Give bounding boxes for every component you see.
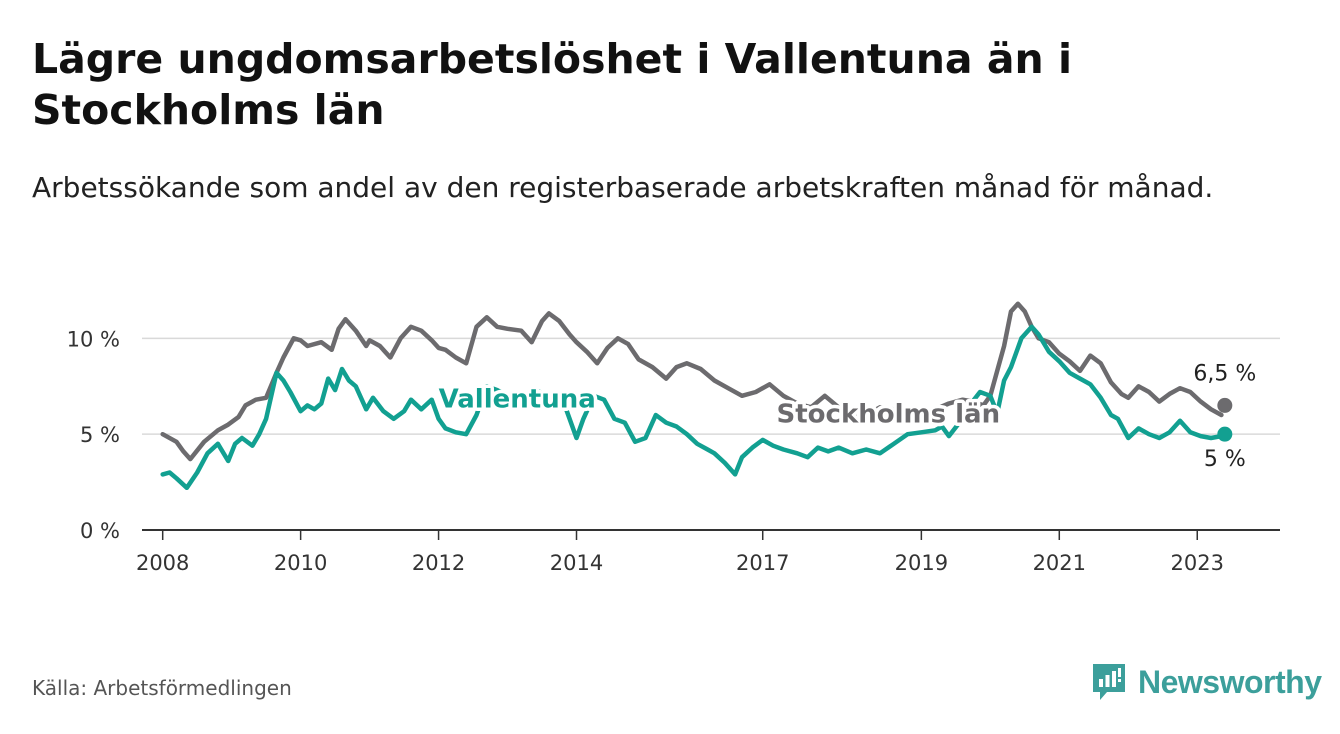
newsworthy-logo-icon (1093, 664, 1125, 700)
series-line-vallentuna (160, 324, 1224, 491)
x-tick-label: 2019 (895, 551, 948, 575)
label-layer: Stockholms län Vallentuna 6,5 % 5 % (435, 359, 1259, 474)
x-tick-label: 2014 (550, 551, 603, 575)
x-tick-label: 2012 (412, 551, 465, 575)
y-tick-label: 5 % (80, 423, 120, 447)
y-tick-label: 0 % (80, 519, 120, 543)
x-tick-label: 2010 (274, 551, 327, 575)
brand-name: Newsworthy (1138, 663, 1322, 700)
end-point-vallentuna (1217, 426, 1233, 442)
line-chart: 0 % 5 % 10 % 2008 2010 2012 2014 2017 2019 2021 20… (67, 301, 1280, 575)
y-tick-label: 10 % (67, 327, 120, 351)
x-tick-label: 2021 (1033, 551, 1086, 575)
chart-subtitle: Arbetssökande som andel av den registerb… (32, 171, 1214, 204)
brand-logo[interactable]: Newsworthy (1090, 660, 1322, 704)
grid-layer (142, 337, 1280, 435)
x-tick-label: 2017 (736, 551, 789, 575)
axis-layer: 0 % 5 % 10 % 2008 2010 2012 2014 2017 2019 2021 20… (67, 327, 1280, 575)
end-label-vallentuna: 5 % (1204, 447, 1246, 472)
end-label-stockholm: 6,5 % (1193, 362, 1256, 387)
x-tick-label: 2008 (136, 551, 189, 575)
series-label-vallentuna: Vallentuna (439, 384, 596, 414)
chart-title: Lägre ungdomsarbetslöshet i Vallentuna ä… (32, 35, 1073, 134)
end-point-stockholm (1217, 397, 1233, 413)
source-note: Källa: Arbetsförmedlingen (32, 676, 292, 700)
series-line-stockholm (160, 301, 1224, 462)
series-layer (160, 301, 1233, 491)
series-label-stockholm: Stockholms län (777, 400, 1001, 430)
x-tick-label: 2023 (1171, 551, 1224, 575)
